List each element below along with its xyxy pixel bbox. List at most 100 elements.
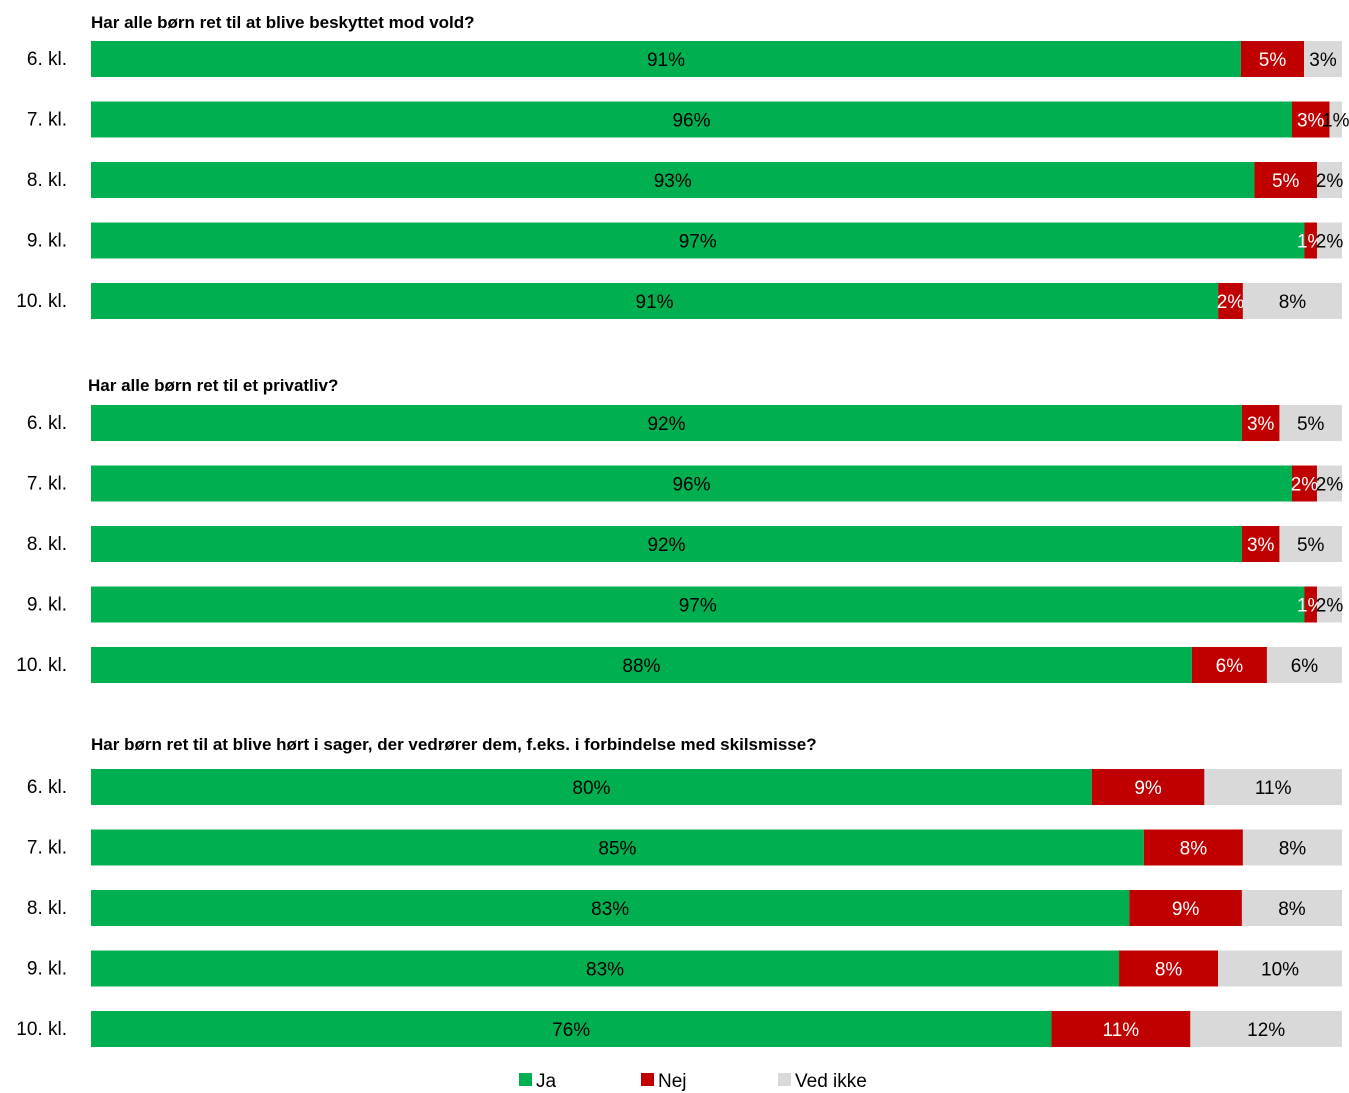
legend-label: Ja (536, 1071, 557, 1092)
data-label: 8% (1279, 839, 1307, 860)
data-label: 12% (1247, 1020, 1285, 1041)
bar-segment-ved-ikke (1316, 586, 1342, 623)
legend-label: Ved ikke (795, 1071, 867, 1092)
data-label: 11% (1103, 1020, 1140, 1041)
data-label: 3% (1247, 535, 1275, 556)
data-label: 83% (586, 960, 624, 981)
data-label: 2% (1316, 232, 1344, 253)
data-label: 3% (1297, 111, 1325, 132)
data-label: 97% (679, 232, 717, 253)
data-label: 9% (1134, 778, 1162, 799)
category-label: 10. kl. (16, 291, 67, 312)
bar-segment-ja (91, 405, 1242, 441)
bar-segment-ved-ikke (1242, 829, 1342, 866)
legend-swatch (519, 1073, 532, 1086)
bar-segment-nej (1218, 283, 1243, 319)
data-label: 85% (598, 839, 636, 860)
bar-segment-ja (91, 283, 1219, 319)
data-label: 91% (647, 50, 685, 71)
bar-segment-ved-ikke (1241, 890, 1342, 926)
category-label: 7. kl. (27, 110, 67, 131)
bar-segment-ved-ikke (1204, 769, 1342, 805)
bar-segment-ja (91, 647, 1192, 683)
data-label: 92% (647, 414, 685, 435)
bar-segment-nej (1091, 769, 1205, 805)
category-label: 8. kl. (27, 170, 67, 191)
bar-segment-ved-ikke (1266, 647, 1342, 683)
category-label: 6. kl. (27, 413, 67, 434)
legend-swatch (641, 1073, 654, 1086)
bar-segment-ved-ikke (1316, 222, 1342, 259)
bar-segment-nej (1051, 1011, 1191, 1047)
category-label: 7. kl. (27, 474, 67, 495)
panel-title: Har alle børn ret til et privatliv? (88, 376, 338, 395)
category-label: 6. kl. (27, 49, 67, 70)
data-label: 3% (1309, 50, 1337, 71)
data-label: 8% (1279, 292, 1307, 313)
data-label: 5% (1297, 535, 1325, 556)
category-label: 8. kl. (27, 898, 67, 919)
bar-segment-ja (91, 769, 1092, 805)
data-label: 2% (1217, 292, 1245, 313)
bar-segment-nej (1241, 405, 1280, 441)
bar-segment-ved-ikke (1190, 1011, 1342, 1047)
bar-segment-ja (91, 222, 1305, 259)
data-label: 9% (1172, 899, 1200, 920)
data-label: 91% (636, 292, 674, 313)
data-label: 5% (1297, 414, 1325, 435)
legend-swatch (778, 1073, 791, 1086)
bar-segment-nej (1129, 890, 1242, 926)
data-label: 92% (647, 535, 685, 556)
bar-segment-nej (1191, 647, 1267, 683)
bar-segment-nej (1304, 222, 1317, 259)
bar-segment-ja (91, 829, 1144, 866)
category-label: 9. kl. (27, 595, 67, 616)
bar-segment-ved-ikke (1279, 526, 1342, 562)
data-label: 5% (1259, 50, 1287, 71)
data-label: 8% (1180, 839, 1208, 860)
bar-segment-ja (91, 890, 1130, 926)
bar-segment-nej (1143, 829, 1243, 866)
data-label: 5% (1272, 171, 1300, 192)
bar-segment-ved-ikke (1218, 950, 1342, 987)
bar-segment-nej (1240, 41, 1305, 77)
data-label: 2% (1316, 596, 1344, 617)
legend-label: Nej (658, 1071, 687, 1092)
category-label: 7. kl. (27, 838, 67, 859)
data-label: 8% (1278, 899, 1306, 920)
bar-segment-nej (1291, 101, 1330, 138)
category-label: 8. kl. (27, 534, 67, 555)
panel-title: Har børn ret til at blive hørt i sager, … (91, 735, 817, 754)
bar-segment-ved-ikke (1316, 162, 1342, 198)
bar-segment-ved-ikke (1279, 405, 1342, 441)
category-label: 6. kl. (27, 777, 67, 798)
bar-segment-nej (1291, 465, 1317, 502)
data-label: 2% (1316, 475, 1344, 496)
bar-segment-ja (91, 950, 1120, 987)
bar-segment-ja (91, 465, 1292, 502)
data-label: 6% (1291, 656, 1319, 677)
category-label: 9. kl. (27, 231, 67, 252)
bar-segment-ved-ikke (1242, 283, 1342, 319)
bar-segment-ved-ikke (1304, 41, 1342, 77)
bar-segment-ja (91, 586, 1305, 623)
bar-segment-ja (91, 162, 1255, 198)
data-label: 11% (1255, 778, 1292, 799)
bar-segment-ja (91, 101, 1292, 138)
bar-segment-nej (1254, 162, 1317, 198)
data-label: 3% (1247, 414, 1275, 435)
data-label: 96% (672, 475, 710, 496)
data-label: 83% (591, 899, 629, 920)
bar-segment-ja (91, 41, 1241, 77)
data-label: 2% (1316, 171, 1344, 192)
data-label: 93% (654, 171, 692, 192)
bar-segment-ved-ikke (1329, 101, 1342, 138)
bar-segment-nej (1304, 586, 1317, 623)
category-label: 10. kl. (16, 655, 67, 676)
data-label: 76% (552, 1020, 590, 1041)
category-label: 9. kl. (27, 959, 67, 980)
bar-segment-ved-ikke (1316, 465, 1342, 502)
panel-title: Har alle børn ret til at blive beskyttet… (91, 13, 475, 32)
data-label: 80% (572, 778, 610, 799)
